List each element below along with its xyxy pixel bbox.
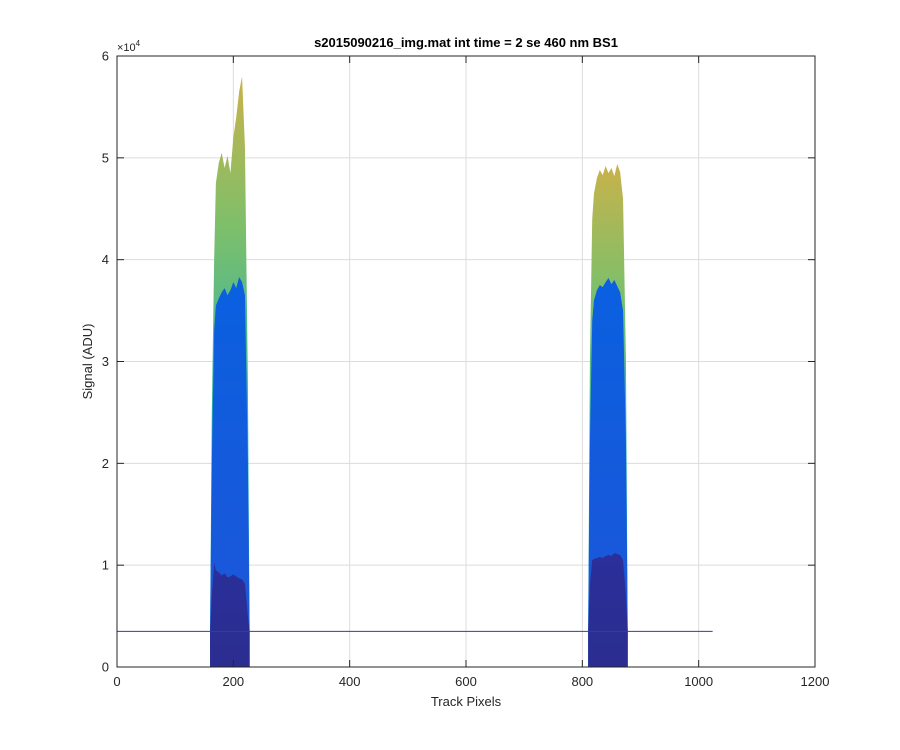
- y-tick-label: 4: [102, 252, 109, 267]
- y-axis-label: Signal (ADU): [80, 324, 95, 400]
- y-tick-label: 3: [102, 354, 109, 369]
- data-areas: [210, 76, 628, 667]
- x-tick-label: 1000: [684, 674, 713, 689]
- x-tick-label: 600: [455, 674, 477, 689]
- y-tick-label: 5: [102, 150, 109, 165]
- chart-title: s2015090216_img.mat int time = 2 se 460 …: [314, 35, 618, 50]
- y-exponent-base: ×10: [117, 42, 136, 54]
- y-exponent-power: 4: [136, 39, 141, 48]
- x-tick-label: 1200: [801, 674, 830, 689]
- signal-area-low-0: [210, 563, 250, 667]
- signal-area-low-3: [588, 552, 628, 667]
- y-tick-label: 1: [102, 558, 109, 573]
- y-tick-label: 0: [102, 660, 109, 675]
- x-axis-label: Track Pixels: [431, 694, 502, 709]
- y-tick-label: 2: [102, 456, 109, 471]
- axis-ticks: 0 200 400 600 800 1000 1200 0 1 2 3 4 5 6: [102, 49, 830, 690]
- y-tick-label: 6: [102, 49, 109, 64]
- x-tick-label: 400: [339, 674, 361, 689]
- x-tick-label: 0: [113, 674, 120, 689]
- signal-area-mid-1: [210, 276, 250, 667]
- y-exponent-label: ×104: [117, 39, 141, 54]
- x-tick-label: 800: [571, 674, 593, 689]
- x-tick-label: 200: [222, 674, 244, 689]
